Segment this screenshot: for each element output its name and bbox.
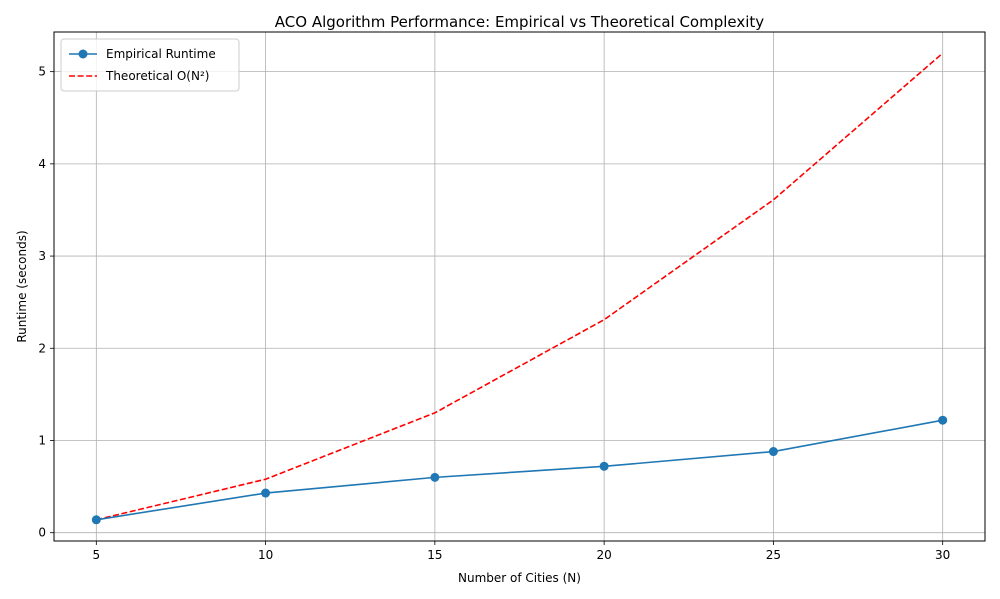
y-tick-label: 4: [38, 157, 46, 171]
series-line: [96, 52, 944, 521]
x-tick-label: 25: [766, 548, 781, 562]
x-axis: 5 10 15 20 25 30: [92, 541, 950, 562]
series-line: [96, 419, 943, 521]
grid-lines: [54, 32, 985, 541]
legend: Empirical Runtime Theoretical O(N²): [60, 38, 240, 92]
y-axis-title: Runtime (seconds): [15, 230, 29, 342]
legend-marker: [78, 49, 88, 59]
x-tick-label: 30: [935, 548, 950, 562]
series-layer: [91, 52, 948, 525]
legend-label: Empirical Runtime: [106, 47, 216, 61]
data-point: [91, 515, 101, 525]
y-tick-label: 3: [38, 249, 46, 263]
legend-label: Theoretical O(N²): [105, 69, 209, 83]
x-tick-label: 5: [92, 548, 100, 562]
x-tick-label: 10: [258, 548, 273, 562]
data-point: [768, 447, 778, 457]
legend-box: [60, 38, 240, 92]
data-point: [430, 472, 440, 482]
chart-title: ACO Algorithm Performance: Empirical vs …: [275, 13, 765, 31]
plot-frame: [53, 31, 986, 542]
y-axis: 0 1 2 3 4 5: [38, 65, 54, 540]
series-0: [91, 415, 948, 525]
series-1: [96, 52, 944, 521]
x-tick-label: 15: [427, 548, 442, 562]
y-tick-label: 0: [38, 526, 46, 540]
data-point: [938, 415, 948, 425]
x-axis-title: Number of Cities (N): [458, 571, 581, 585]
x-tick-label: 20: [596, 548, 611, 562]
y-tick-label: 5: [38, 65, 46, 79]
data-point: [261, 488, 271, 498]
y-tick-label: 1: [38, 433, 46, 447]
data-point: [599, 461, 609, 471]
y-tick-label: 2: [38, 341, 46, 355]
